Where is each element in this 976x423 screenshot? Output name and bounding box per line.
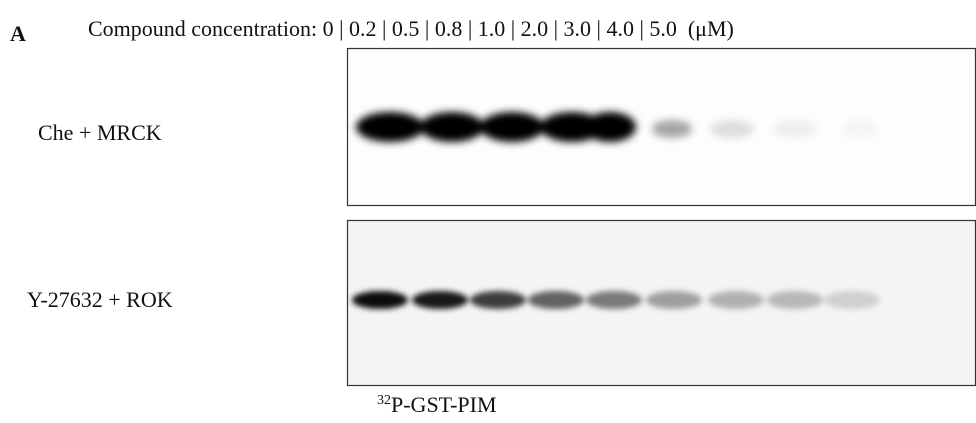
row-label: Y-27632 + ROK xyxy=(27,287,173,312)
band xyxy=(773,120,817,138)
band xyxy=(480,112,544,142)
band xyxy=(710,120,754,138)
band xyxy=(646,291,702,309)
band xyxy=(708,291,764,309)
row-label: Che + MRCK xyxy=(38,120,162,145)
band xyxy=(584,112,636,142)
caption-superscript: 32 xyxy=(377,393,391,408)
band xyxy=(528,291,584,309)
band xyxy=(412,291,468,309)
panel-letter: A xyxy=(10,21,26,46)
caption-text: P-GST-PIM xyxy=(391,392,497,417)
band xyxy=(470,291,526,309)
caption: 32P-GST-PIM xyxy=(377,392,497,417)
band xyxy=(842,120,878,138)
band xyxy=(767,291,823,309)
band xyxy=(586,291,642,309)
figure: A Compound concentration: 0 | 0.2 | 0.5 … xyxy=(0,0,976,423)
band xyxy=(420,112,484,142)
band xyxy=(352,291,408,309)
band xyxy=(652,120,692,138)
header: Compound concentration: 0 | 0.2 | 0.5 | … xyxy=(88,16,734,41)
band xyxy=(824,291,880,309)
bands xyxy=(352,291,880,309)
band xyxy=(356,112,424,142)
